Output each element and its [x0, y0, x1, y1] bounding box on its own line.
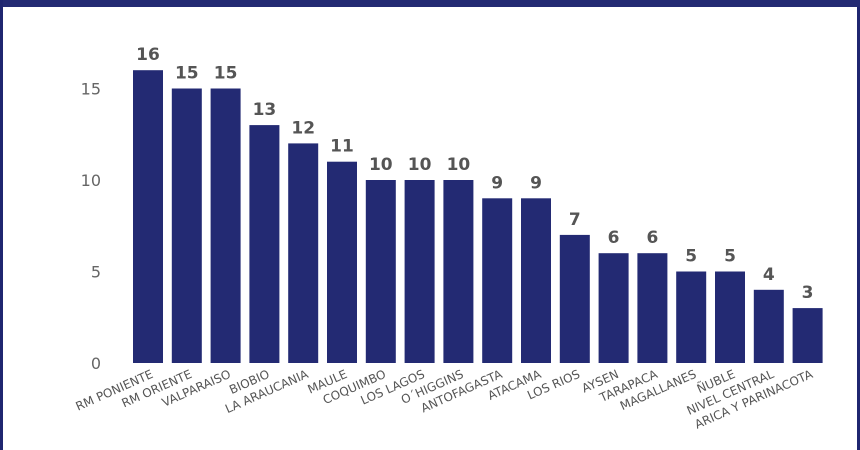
data-label: 10 [447, 155, 471, 175]
data-label: 13 [253, 100, 277, 120]
bar [598, 253, 629, 363]
bar [443, 180, 474, 363]
bar [327, 161, 357, 363]
data-label: 11 [330, 137, 354, 157]
y-tick-label: 10 [81, 171, 101, 190]
bar [249, 125, 280, 363]
header-bar [3, 0, 860, 7]
bar [715, 271, 745, 363]
data-label: 4 [763, 265, 775, 285]
data-label: 5 [685, 247, 697, 267]
data-label: 7 [569, 210, 581, 230]
bar [637, 253, 668, 363]
bar [792, 308, 823, 363]
data-label: 9 [530, 173, 542, 193]
data-label: 10 [369, 155, 393, 175]
y-tick-label: 5 [91, 263, 101, 282]
bar [559, 234, 590, 363]
data-label: 15 [214, 64, 238, 84]
bar [288, 143, 319, 363]
bar [171, 88, 202, 363]
bar [521, 198, 551, 363]
data-labels: 16 15 15 13 12 11 10 10 10 9 9 7 6 6 5 5 4 3 [136, 45, 813, 303]
bar [133, 70, 163, 363]
bar [404, 180, 435, 363]
bar [482, 198, 513, 363]
data-label: 15 [175, 64, 199, 84]
bar [365, 180, 396, 363]
y-tick-label: 15 [81, 80, 101, 99]
data-label: 9 [491, 173, 503, 193]
y-axis: 0 5 10 15 [81, 80, 101, 374]
data-label: 6 [646, 228, 658, 248]
data-label: 3 [802, 283, 814, 303]
data-label: 12 [291, 118, 315, 138]
data-label: 10 [408, 155, 432, 175]
bars [133, 70, 823, 363]
data-label: 5 [724, 247, 736, 267]
data-label: 6 [608, 228, 620, 248]
bar [210, 88, 241, 363]
bar [753, 289, 784, 363]
y-tick-label: 0 [91, 354, 101, 373]
data-label: 16 [136, 45, 160, 65]
bar [676, 271, 707, 363]
